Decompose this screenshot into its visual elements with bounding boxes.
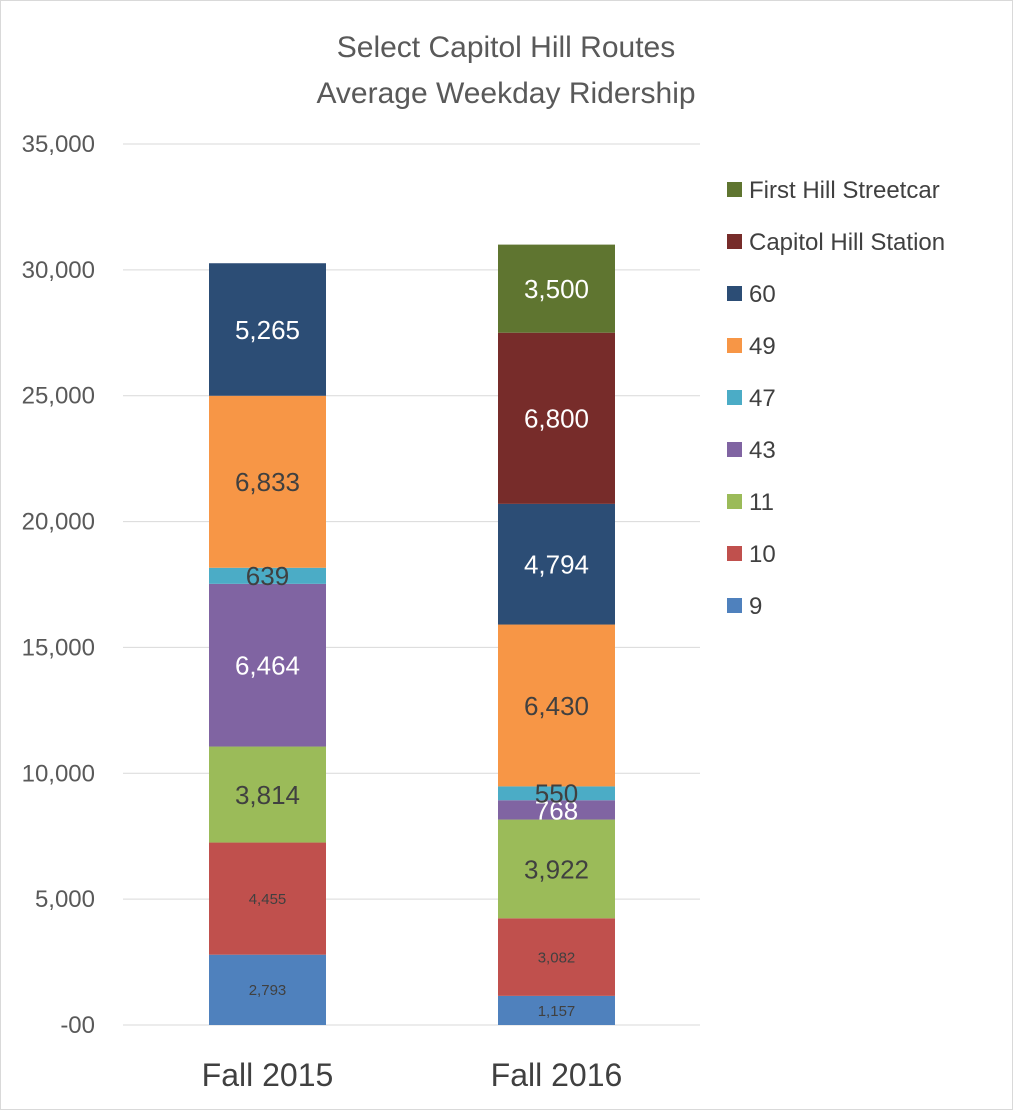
legend: First Hill Streetcar Capitol Hill Station… (727, 177, 945, 620)
legend-label: 47 (749, 385, 776, 412)
bar-segment (209, 395, 326, 568)
bar-segment (209, 263, 326, 396)
data-label: 3,082 (538, 949, 576, 966)
legend-item: 47 (727, 385, 776, 412)
y-tick-label: 30,000 (22, 257, 95, 284)
bar-segment (498, 503, 615, 625)
y-tick-label: 25,000 (22, 383, 95, 410)
legend-swatch (727, 338, 742, 353)
legend-label: Capitol Hill Station (749, 229, 945, 256)
legend-swatch (727, 598, 742, 613)
legend-label: First Hill Streetcar (749, 177, 940, 204)
data-label: 6,430 (524, 691, 589, 721)
y-tick-label: 15,000 (22, 634, 95, 661)
legend-label: 11 (749, 489, 774, 516)
legend-item: 49 (727, 333, 776, 360)
bar-segment (498, 995, 615, 1025)
legend-item: 43 (727, 437, 776, 464)
legend-label: 49 (749, 333, 776, 360)
data-label: 3,500 (524, 274, 589, 304)
legend-item: First Hill Streetcar (727, 177, 940, 204)
y-tick-label: 35,000 (22, 131, 95, 158)
data-label: 6,464 (235, 651, 300, 681)
data-label: 2,793 (249, 982, 287, 999)
bar-segment (209, 567, 326, 584)
y-tick-label: 20,000 (22, 509, 95, 536)
bar-segment (498, 819, 615, 919)
bar-segment (209, 583, 326, 747)
bar-segment (209, 954, 326, 1025)
legend-swatch (727, 390, 742, 405)
bar-segment (498, 244, 615, 333)
legend-item: 60 (727, 281, 776, 308)
data-label: 1,157 (538, 1003, 576, 1020)
data-labels: 2,793 4,455 3,814 6,464 639 6,833 5,265 1,157 3,… (235, 274, 589, 1020)
bar-segment (498, 800, 615, 820)
legend-label: 60 (749, 281, 776, 308)
data-label: 4,455 (249, 891, 287, 908)
legend-item: 11 (727, 489, 774, 516)
legend-swatch (727, 182, 742, 197)
legend-label: 9 (749, 593, 762, 620)
data-label: 639 (246, 561, 289, 591)
bar-segment (498, 624, 615, 787)
legend-label: 10 (749, 541, 776, 568)
data-label: 6,833 (235, 467, 300, 497)
legend-swatch (727, 442, 742, 457)
legend-item: Capitol Hill Station (727, 229, 945, 256)
y-axis-ticks: -00 5,000 10,000 15,000 20,000 25,000 30,000 35… (22, 131, 95, 1039)
y-tick-label: -00 (60, 1012, 95, 1039)
data-label: 768 (535, 795, 578, 825)
data-label: 5,265 (235, 315, 300, 345)
legend-label: 43 (749, 437, 776, 464)
data-label: 3,922 (524, 854, 589, 884)
y-tick-label: 10,000 (22, 760, 95, 787)
data-label: 550 (535, 779, 578, 809)
y-tick-label: 5,000 (35, 886, 95, 913)
bar-segment (498, 786, 615, 801)
bars (209, 244, 615, 1025)
x-tick-label: Fall 2015 (202, 1057, 334, 1093)
legend-swatch (727, 494, 742, 509)
legend-swatch (727, 234, 742, 249)
chart-title: Select Capitol Hill Routes (337, 31, 675, 64)
data-label: 6,800 (524, 404, 589, 434)
x-tick-label: Fall 2016 (491, 1057, 623, 1093)
legend-item: 9 (727, 593, 762, 620)
legend-swatch (727, 546, 742, 561)
legend-swatch (727, 286, 742, 301)
bar-segment (209, 746, 326, 843)
chart-subtitle: Average Weekday Ridership (316, 77, 695, 110)
bar-segment (498, 332, 615, 504)
bar-segment (209, 842, 326, 955)
data-label: 3,814 (235, 780, 300, 810)
x-axis-ticks: Fall 2015 Fall 2016 (202, 1057, 623, 1093)
legend-item: 10 (727, 541, 776, 568)
data-label: 4,794 (524, 550, 589, 580)
bar-segment (498, 918, 615, 996)
